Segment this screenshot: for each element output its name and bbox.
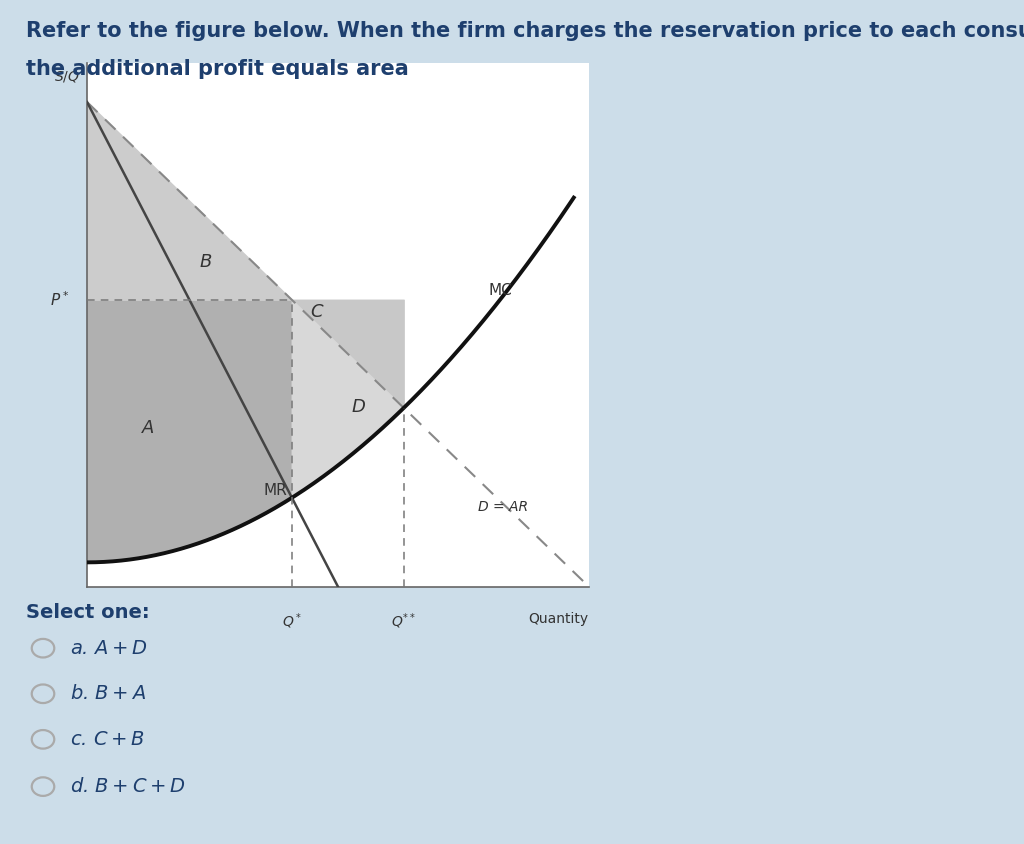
Text: C: C bbox=[310, 303, 323, 321]
Text: $P^*$: $P^*$ bbox=[50, 290, 70, 309]
Text: a. $A + D$: a. $A + D$ bbox=[70, 639, 147, 657]
Text: b. $B + A$: b. $B + A$ bbox=[70, 684, 145, 703]
Text: $Q^{**}$: $Q^{**}$ bbox=[391, 612, 416, 631]
Text: $Q^*$: $Q^*$ bbox=[282, 612, 302, 631]
Text: c. $C + B$: c. $C + B$ bbox=[70, 730, 144, 749]
Text: d. $B+C + D$: d. $B+C + D$ bbox=[70, 777, 185, 796]
Text: $S/Q$: $S/Q$ bbox=[53, 68, 80, 84]
Text: Select one:: Select one: bbox=[26, 603, 150, 623]
Text: D = AR: D = AR bbox=[478, 500, 528, 515]
Text: D: D bbox=[352, 398, 366, 415]
Text: MC: MC bbox=[488, 283, 512, 298]
Text: B: B bbox=[200, 253, 212, 272]
Text: Refer to the figure below. When the firm charges the reservation price to each c: Refer to the figure below. When the firm… bbox=[26, 21, 1024, 41]
Text: Quantity: Quantity bbox=[528, 612, 589, 625]
Text: MR: MR bbox=[263, 483, 287, 497]
Text: the additional profit equals area: the additional profit equals area bbox=[26, 59, 409, 79]
Text: A: A bbox=[142, 419, 155, 437]
